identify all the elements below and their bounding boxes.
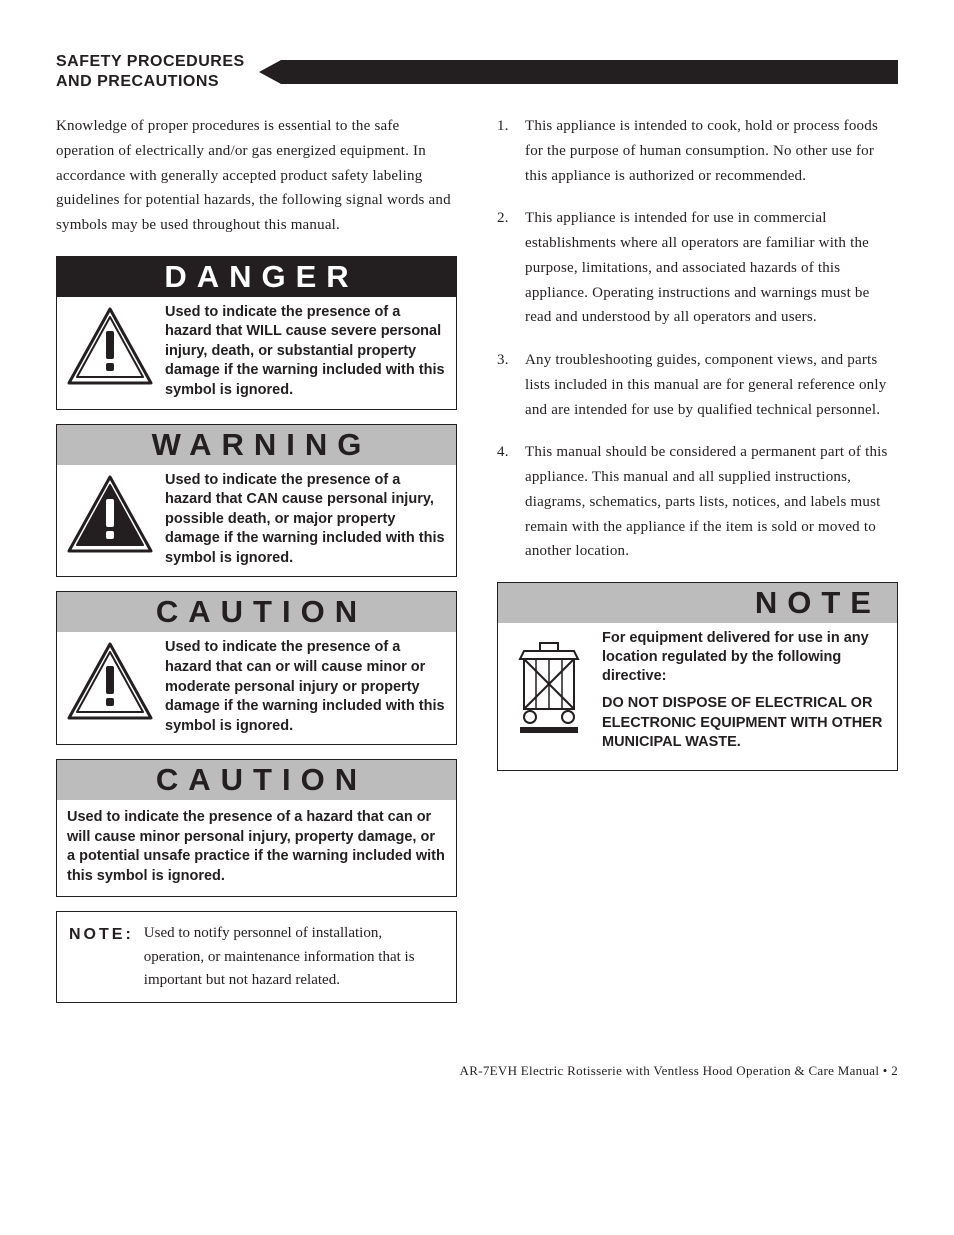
- weee-bin-icon: [506, 629, 592, 737]
- section-heading: SAFETY PROCEDURES AND PRECAUTIONS: [56, 52, 245, 92]
- right-column: This appliance is intended to cook, hold…: [497, 114, 898, 1003]
- label-body: Used to indicate the presence of a hazar…: [57, 465, 456, 577]
- label-box-danger: DANGER Used to indicate the presence of …: [56, 256, 457, 410]
- note-inline-box: NOTE: Used to notify personnel of instal…: [56, 911, 457, 1003]
- heading-bar: [281, 60, 898, 84]
- warning-triangle-solid-icon: [65, 471, 155, 557]
- label-text: Used to indicate the presence of a hazar…: [165, 303, 448, 401]
- heading-bar-triangle-icon: [259, 60, 281, 84]
- numbered-list: This appliance is intended to cook, hold…: [497, 114, 898, 564]
- label-title: CAUTION: [57, 592, 456, 632]
- label-box-warning: WARNING Used to indicate the presence of…: [56, 424, 457, 578]
- warning-triangle-outline-icon: [65, 303, 155, 389]
- note-text: For equipment delivered for use in any l…: [602, 629, 889, 760]
- label-text: Used to indicate the presence of a hazar…: [165, 471, 448, 569]
- label-body: Used to indicate the presence of a hazar…: [57, 800, 456, 896]
- note-box: NOTE For equipment delivered for use in …: [497, 582, 898, 771]
- heading-bar-wrap: [259, 60, 898, 84]
- list-item: This appliance is intended for use in co…: [497, 206, 898, 330]
- label-body: Used to indicate the presence of a hazar…: [57, 297, 456, 409]
- section-heading-row: SAFETY PROCEDURES AND PRECAUTIONS: [56, 52, 898, 92]
- label-text: Used to indicate the presence of a hazar…: [67, 808, 446, 886]
- page-footer: AR-7EVH Electric Rotisserie with Ventles…: [56, 1063, 898, 1079]
- note-inline: NOTE: Used to notify personnel of instal…: [69, 922, 444, 992]
- warning-triangle-outline-icon: [65, 638, 155, 724]
- note-inline-text: Used to notify personnel of installation…: [144, 922, 444, 992]
- label-title: WARNING: [57, 425, 456, 465]
- list-item: Any troubleshooting guides, component vi…: [497, 348, 898, 422]
- note-body: For equipment delivered for use in any l…: [498, 623, 897, 770]
- label-text: Used to indicate the presence of a hazar…: [165, 638, 448, 736]
- label-box-caution-noicon: CAUTION Used to indicate the presence of…: [56, 759, 457, 897]
- note-para-1: For equipment delivered for use in any l…: [602, 629, 889, 686]
- label-title: CAUTION: [57, 760, 456, 800]
- label-body: Used to indicate the presence of a hazar…: [57, 632, 456, 744]
- left-column: Knowledge of proper procedures is essent…: [56, 114, 457, 1003]
- intro-paragraph: Knowledge of proper procedures is essent…: [56, 114, 457, 238]
- list-item: This manual should be considered a perma…: [497, 440, 898, 564]
- label-box-caution-icon: CAUTION Used to indicate the presence of…: [56, 591, 457, 745]
- note-title: NOTE: [498, 583, 897, 623]
- columns: Knowledge of proper procedures is essent…: [56, 114, 898, 1003]
- list-item: This appliance is intended to cook, hold…: [497, 114, 898, 188]
- label-title: DANGER: [57, 257, 456, 297]
- note-para-2: DO NOT DISPOSE OF ELECTRICAL OR ELECTRON…: [602, 694, 889, 751]
- note-inline-label: NOTE:: [69, 922, 134, 992]
